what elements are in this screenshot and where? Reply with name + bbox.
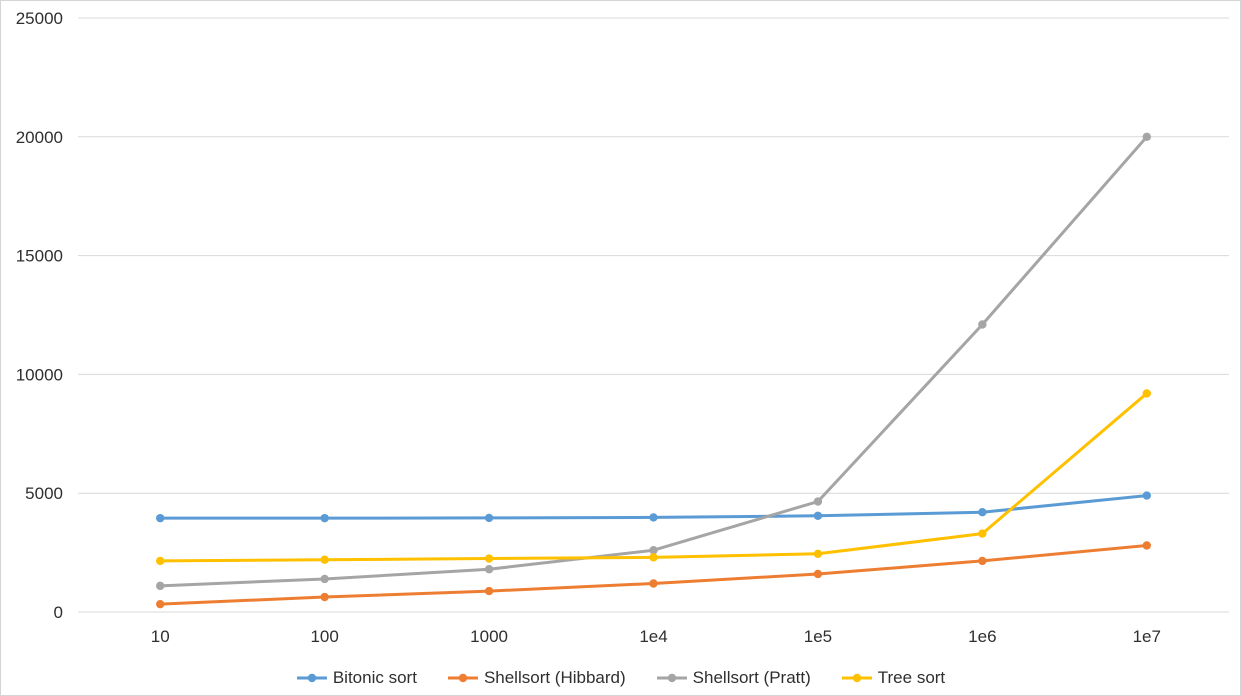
data-point-marker[interactable]: [484, 565, 494, 574]
x-axis-tick-label: 1e6: [968, 627, 996, 646]
data-point-marker[interactable]: [484, 586, 494, 596]
data-point-marker[interactable]: [978, 320, 987, 329]
y-axis-tick-label: 15000: [16, 247, 63, 266]
data-point-marker[interactable]: [1142, 389, 1151, 398]
data-point-marker[interactable]: [156, 513, 165, 523]
legend-item[interactable]: Shellsort (Pratt): [656, 669, 811, 686]
data-point-marker[interactable]: [978, 508, 987, 517]
data-point-marker[interactable]: [813, 569, 823, 579]
legend-label: Shellsort (Pratt): [692, 668, 811, 687]
y-axis-tick-label: 0: [54, 603, 63, 622]
legend-line-marker-icon: [296, 673, 327, 682]
data-point-marker[interactable]: [484, 513, 494, 523]
data-point-marker[interactable]: [156, 581, 165, 591]
data-point-marker[interactable]: [978, 529, 987, 538]
x-axis-tick-label: 1000: [470, 627, 508, 646]
legend-label: Shellsort (Hibbard): [483, 668, 626, 687]
x-axis-tick-label: 1e4: [639, 627, 667, 646]
y-axis-tick-label: 5000: [25, 484, 63, 503]
data-point-marker[interactable]: [320, 513, 329, 523]
data-point-marker[interactable]: [320, 574, 329, 584]
legend-item[interactable]: Shellsort (Hibbard): [447, 669, 626, 686]
data-point-marker[interactable]: [649, 579, 658, 588]
data-point-marker[interactable]: [813, 549, 823, 558]
data-point-marker[interactable]: [649, 553, 658, 562]
data-point-marker[interactable]: [1142, 541, 1151, 550]
data-point-marker[interactable]: [813, 497, 823, 506]
legend-item[interactable]: Bitonic sort: [296, 669, 417, 686]
data-point-marker[interactable]: [1142, 132, 1151, 141]
data-point-marker[interactable]: [649, 546, 658, 555]
data-point-marker[interactable]: [813, 511, 823, 520]
data-point-marker[interactable]: [978, 556, 987, 566]
x-axis-tick-label: 100: [310, 627, 338, 646]
legend-line-marker-icon: [841, 673, 872, 682]
legend-label: Tree sort: [877, 668, 946, 687]
chart-legend: Bitonic sort Shellsort (Hibbard) Shellsort…: [1, 669, 1240, 686]
x-axis-tick-label: 10: [151, 627, 170, 646]
data-point-marker[interactable]: [320, 592, 329, 602]
data-point-marker[interactable]: [320, 555, 329, 564]
y-axis-tick-label: 20000: [16, 128, 63, 147]
y-axis-tick-label: 25000: [16, 9, 63, 28]
legend-label: Bitonic sort: [332, 668, 417, 687]
x-axis-tick-label: 1e5: [804, 627, 832, 646]
data-point-marker[interactable]: [156, 599, 165, 609]
legend-line-marker-icon: [447, 673, 478, 682]
data-point-marker[interactable]: [649, 513, 658, 522]
series-line: [158, 391, 1149, 563]
y-axis-tick-label: 10000: [16, 365, 63, 384]
legend-line-marker-icon: [656, 673, 687, 682]
data-point-marker[interactable]: [156, 556, 165, 566]
legend-item[interactable]: Tree sort: [841, 669, 945, 686]
x-axis-tick-label: 1e7: [1133, 627, 1161, 646]
data-point-marker[interactable]: [1142, 491, 1151, 500]
data-point-marker[interactable]: [484, 554, 494, 563]
